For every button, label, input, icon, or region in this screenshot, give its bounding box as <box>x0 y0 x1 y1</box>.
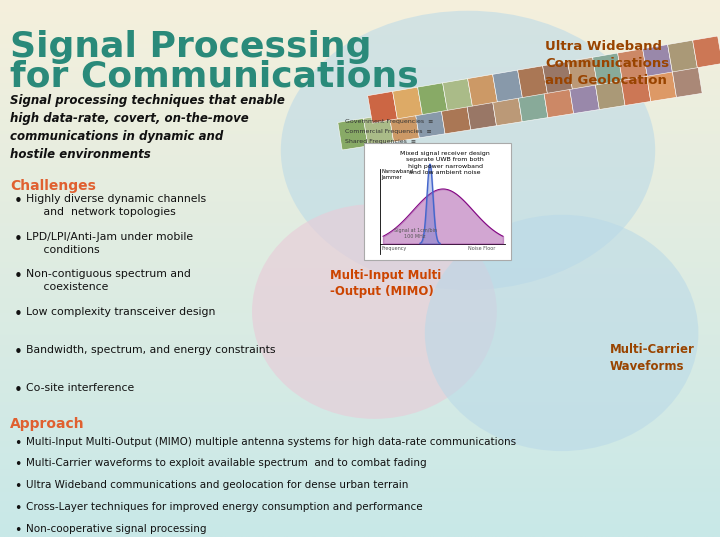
Polygon shape <box>672 66 702 97</box>
Ellipse shape <box>252 204 497 419</box>
Polygon shape <box>415 106 445 138</box>
Text: Commercial Frequencies  ≡: Commercial Frequencies ≡ <box>345 129 432 134</box>
Polygon shape <box>467 98 497 130</box>
Polygon shape <box>667 40 698 72</box>
Polygon shape <box>368 91 397 123</box>
FancyBboxPatch shape <box>364 143 511 260</box>
Text: Mixed signal receiver design
separate UWB from both
high power narrowband
and lo: Mixed signal receiver design separate UW… <box>400 151 490 175</box>
Text: •: • <box>14 480 22 494</box>
Text: •: • <box>14 458 22 471</box>
Polygon shape <box>621 74 651 105</box>
Polygon shape <box>543 62 572 93</box>
Polygon shape <box>544 86 574 118</box>
Text: Shared Frequencies  ≡: Shared Frequencies ≡ <box>345 139 416 144</box>
Text: Cross-Layer techniques for improved energy consumption and performance: Cross-Layer techniques for improved ener… <box>26 502 423 512</box>
Polygon shape <box>392 87 423 119</box>
Text: Noise Floor: Noise Floor <box>467 246 495 251</box>
Text: Multi-Input Multi
-Output (MIMO): Multi-Input Multi -Output (MIMO) <box>330 268 441 298</box>
Ellipse shape <box>425 215 698 451</box>
Text: Ultra Wideband communications and geolocation for dense urban terrain: Ultra Wideband communications and geoloc… <box>26 480 408 490</box>
Text: Bandwidth, spectrum, and energy constraints: Bandwidth, spectrum, and energy constrai… <box>26 345 276 355</box>
Polygon shape <box>338 118 368 150</box>
Text: Low complexity transceiver design: Low complexity transceiver design <box>26 307 215 318</box>
Text: •: • <box>14 194 23 209</box>
Polygon shape <box>492 70 523 102</box>
Polygon shape <box>390 110 419 142</box>
Text: Narrowband
Jammer: Narrowband Jammer <box>381 169 413 180</box>
Text: •: • <box>14 345 23 360</box>
Polygon shape <box>643 44 672 76</box>
Text: Ultra Wideband
Communications
and Geolocation: Ultra Wideband Communications and Geoloc… <box>545 40 669 87</box>
Polygon shape <box>593 53 622 85</box>
Polygon shape <box>518 66 547 98</box>
Polygon shape <box>518 90 548 122</box>
Text: Multi-Carrier waveforms to exploit available spectrum  and to combat fading: Multi-Carrier waveforms to exploit avail… <box>26 458 427 468</box>
Text: •: • <box>14 524 22 537</box>
Text: Co-site interference: Co-site interference <box>26 383 134 393</box>
Polygon shape <box>364 114 394 146</box>
Text: •: • <box>14 269 23 285</box>
Text: Non-cooperative signal processing: Non-cooperative signal processing <box>26 524 207 534</box>
Text: •: • <box>14 436 22 450</box>
Polygon shape <box>492 94 522 126</box>
Text: LPD/LPI/Anti-Jam under mobile
     conditions: LPD/LPI/Anti-Jam under mobile conditions <box>26 232 193 254</box>
Text: •: • <box>14 307 23 322</box>
Polygon shape <box>647 70 677 102</box>
Text: Signal processing techniques that enable
high data-rate, covert, on-the-move
com: Signal processing techniques that enable… <box>10 94 285 161</box>
Text: Approach: Approach <box>10 417 85 431</box>
Ellipse shape <box>281 11 655 290</box>
Text: Signal at 1cm/bin
100 MHz: Signal at 1cm/bin 100 MHz <box>394 228 436 239</box>
Text: Frequency: Frequency <box>381 246 406 251</box>
Polygon shape <box>467 75 498 106</box>
Text: Challenges: Challenges <box>10 179 96 193</box>
Polygon shape <box>618 49 647 80</box>
Text: •: • <box>14 232 23 247</box>
Polygon shape <box>595 78 625 110</box>
Text: •: • <box>14 502 22 515</box>
Polygon shape <box>443 79 472 110</box>
Text: Multi-Input Multi-Output (MIMO) multiple antenna systems for high data-rate comm: Multi-Input Multi-Output (MIMO) multiple… <box>26 436 516 447</box>
Polygon shape <box>570 82 599 113</box>
Polygon shape <box>441 102 471 134</box>
Text: Highly diverse dynamic channels
     and  network topologies: Highly diverse dynamic channels and netw… <box>26 194 206 217</box>
Text: Signal Processing: Signal Processing <box>10 30 372 64</box>
Text: for Communications: for Communications <box>10 59 419 93</box>
Text: •: • <box>14 383 23 398</box>
Text: Non-contiguous spectrum and
     coexistence: Non-contiguous spectrum and coexistence <box>26 269 191 292</box>
Text: Multi-Carrier
Waveforms: Multi-Carrier Waveforms <box>610 343 695 373</box>
Text: Government Frequencies  ≡: Government Frequencies ≡ <box>345 119 433 124</box>
Polygon shape <box>693 36 720 68</box>
Polygon shape <box>418 83 447 114</box>
Polygon shape <box>567 57 598 89</box>
